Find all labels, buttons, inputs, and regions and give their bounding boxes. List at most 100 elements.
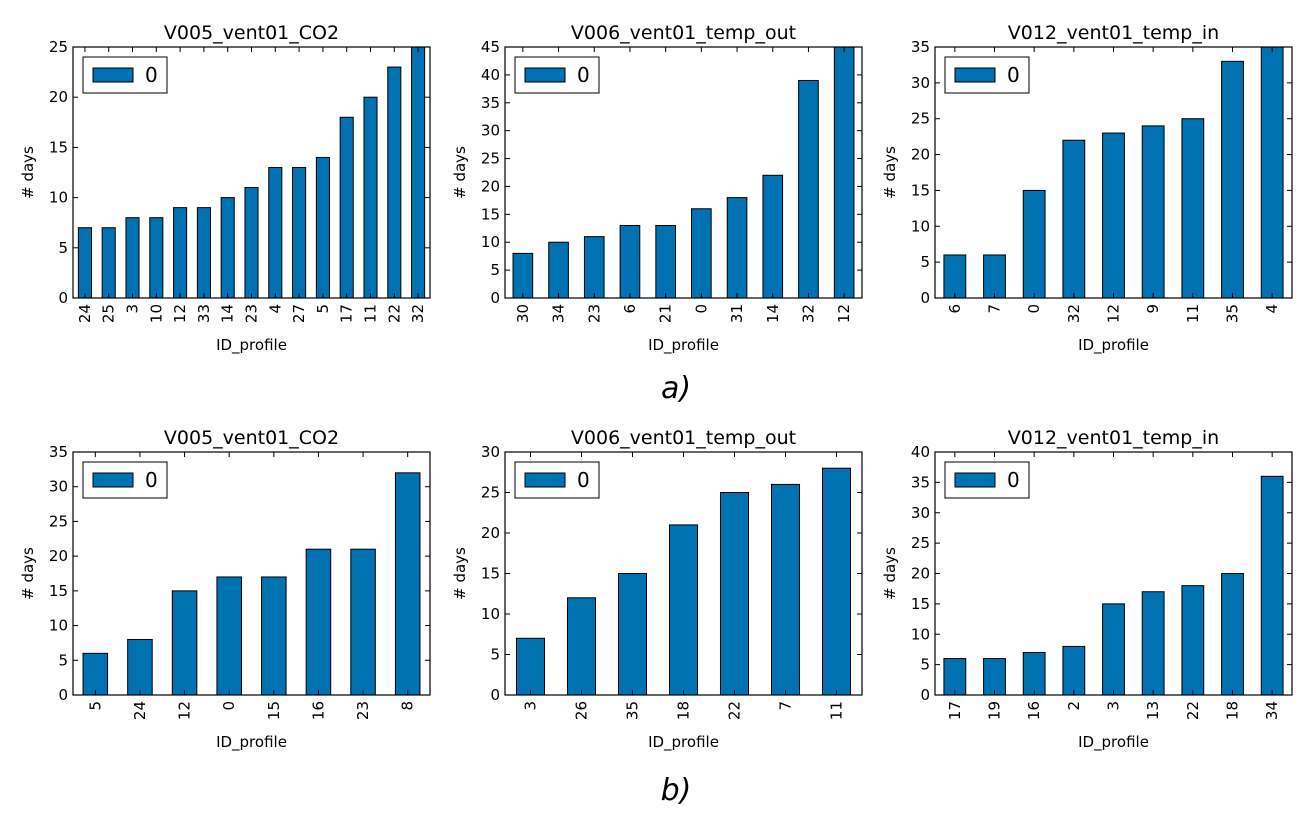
y-tick-label: 10: [911, 217, 930, 235]
x-tick-label: 3: [522, 701, 540, 711]
caption-a: a): [661, 371, 691, 406]
chart-6: 0 5 10 15 20 25 30 35 40 17 19 16 2 3 13 22 18 34 V012_ven…: [881, 427, 1293, 752]
bar: [387, 66, 402, 299]
x-tick-label: 23: [585, 304, 603, 323]
y-tick-label: 25: [49, 512, 68, 530]
bar: [1062, 645, 1086, 696]
x-tick-label: 31: [728, 304, 746, 323]
y-tick-label: 15: [49, 582, 68, 600]
bar: [619, 224, 641, 299]
bar: [77, 227, 92, 299]
bar: [173, 207, 188, 299]
legend-label: 0: [1007, 63, 1020, 87]
bar: [515, 637, 546, 696]
plot-frame: [72, 451, 431, 696]
x-tick-label: 10: [147, 304, 165, 323]
y-tick-label: 5: [920, 253, 930, 271]
x-tick-label: 27: [290, 304, 308, 323]
x-tick-label: 3: [124, 304, 142, 314]
x-tick-label: 32: [1065, 304, 1083, 323]
chart-title: V006_vent01_temp_out: [571, 22, 796, 44]
y-tick-label: 25: [49, 38, 68, 56]
y-tick-label: 30: [481, 443, 500, 461]
x-axis-label: ID_profile: [1078, 733, 1149, 752]
x-tick-label: 35: [1224, 304, 1242, 323]
x-tick-label: 7: [777, 701, 795, 711]
x-tick-label: 23: [243, 304, 261, 323]
x-tick-label: 22: [385, 304, 403, 323]
y-tick-label: 10: [49, 189, 68, 207]
x-tick-label: 15: [265, 701, 283, 720]
y-tick-label: 15: [481, 205, 500, 223]
y-tick-label: 20: [481, 177, 500, 195]
bar: [125, 217, 140, 299]
chart-title: V012_vent01_temp_in: [1008, 427, 1219, 449]
x-tick-label: 32: [409, 304, 427, 323]
bar: [1221, 60, 1244, 299]
y-tick-label: 5: [490, 646, 500, 664]
bar: [583, 236, 605, 299]
x-axis-label: ID_profile: [216, 733, 287, 752]
y-tick-label: 35: [911, 38, 930, 56]
x-tick-label: 11: [828, 701, 846, 720]
chart-title: V005_vent01_CO2: [164, 427, 339, 449]
y-tick-label: 25: [911, 110, 930, 128]
x-tick-label: 16: [309, 701, 327, 720]
x-tick-label: 34: [1263, 701, 1281, 720]
y-tick-label: 35: [911, 473, 930, 491]
x-tick-label: 32: [799, 304, 817, 323]
x-tick-label: 7: [986, 304, 1004, 314]
x-tick-label: 8: [399, 701, 417, 711]
y-axis-label: # days: [881, 146, 899, 199]
bar: [350, 548, 376, 696]
bar: [82, 652, 109, 696]
chart-5: 0 5 10 15 20 25 30 3 26 35 18 22 7 11 V006_vent01_temp…: [451, 427, 863, 752]
x-axis-label: ID_profile: [216, 336, 287, 355]
x-tick-label: 0: [692, 304, 710, 314]
x-tick-label: 3: [1105, 701, 1123, 711]
y-tick-label: 5: [920, 656, 930, 674]
bar: [762, 174, 784, 299]
bar: [719, 492, 750, 696]
bar: [244, 187, 259, 299]
x-tick-label: 14: [764, 304, 782, 323]
bar: [268, 166, 283, 299]
bar: [566, 597, 597, 696]
bar: [1102, 603, 1125, 696]
bar: [411, 46, 426, 299]
y-tick-label: 0: [920, 686, 930, 704]
x-tick-label: 33: [195, 304, 213, 323]
y-tick-label: 20: [911, 146, 930, 164]
x-tick-label: 4: [266, 304, 284, 314]
x-tick-label: 25: [100, 304, 118, 323]
x-tick-label: 16: [1025, 701, 1043, 720]
bar: [1141, 591, 1165, 696]
x-axis-label: ID_profile: [648, 733, 719, 752]
y-tick-label: 5: [58, 239, 68, 257]
x-tick-label: 9: [1144, 304, 1162, 314]
y-tick-label: 0: [920, 289, 930, 307]
bar: [617, 573, 648, 696]
y-tick-label: 20: [481, 524, 500, 542]
bar: [363, 96, 378, 299]
y-tick-label: 10: [481, 233, 500, 251]
y-tick-label: 25: [481, 484, 500, 502]
y-axis-label: # days: [881, 547, 899, 600]
y-tick-label: 15: [911, 181, 930, 199]
y-tick-label: 15: [481, 565, 500, 583]
bar: [770, 483, 801, 696]
caption-b: b): [661, 773, 692, 808]
chart-title: V012_vent01_temp_in: [1008, 22, 1219, 44]
x-tick-label: 5: [86, 701, 104, 711]
y-tick-label: 15: [49, 138, 68, 156]
bar: [833, 46, 855, 299]
x-tick-label: 12: [835, 304, 853, 323]
plot-frame: [504, 46, 863, 299]
bar: [798, 79, 819, 299]
x-tick-label: 13: [1144, 701, 1162, 720]
chart-1: 0 5 10 15 20 25 24 25 3 10 12 33 14 23 4 27 5 17 11 22 32 V00…: [19, 22, 431, 355]
x-axis-label: ID_profile: [1078, 336, 1149, 355]
bar: [1141, 125, 1165, 299]
legend-label: 0: [577, 468, 590, 492]
bar: [101, 227, 116, 299]
